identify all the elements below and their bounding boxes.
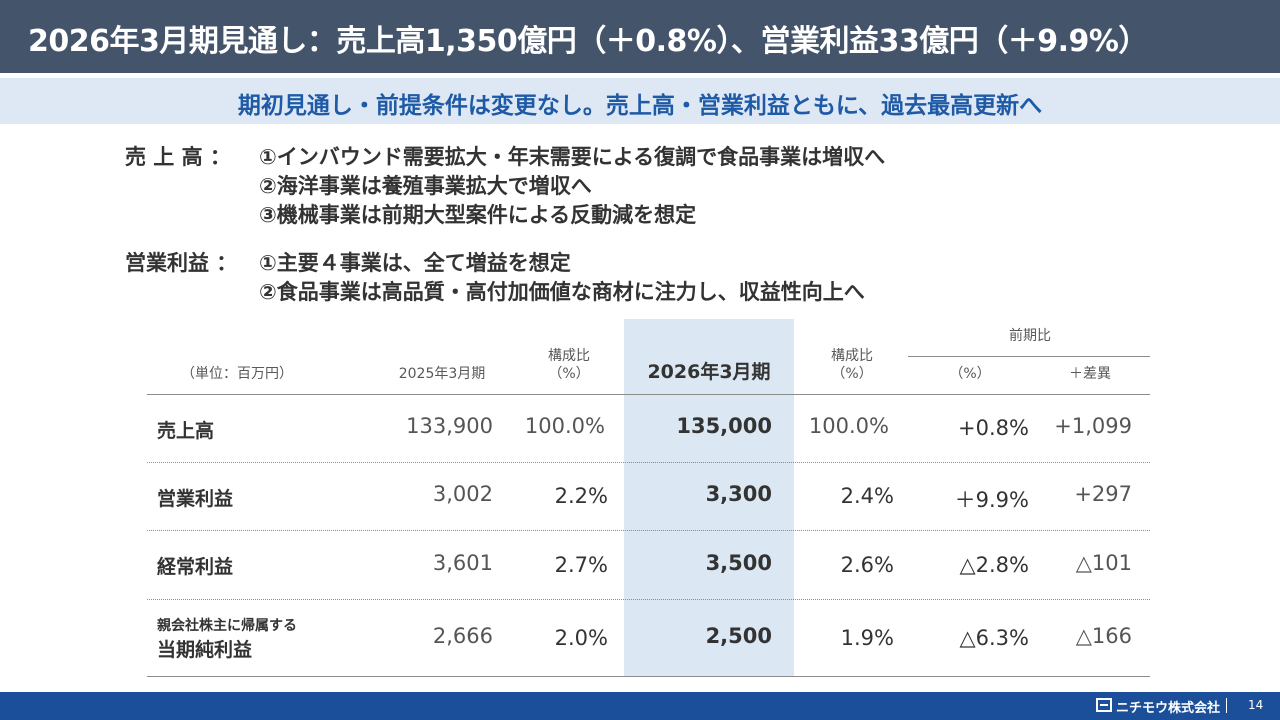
cell-ratio2: 2.4%: [840, 484, 894, 508]
col-header-diff: ＋差異: [1069, 366, 1111, 382]
subtitle-bar: 期初見通し・前提条件は変更なし。売上高・営業利益ともに、過去最高更新へ: [0, 78, 1280, 124]
cell-prev: 3,002: [432, 482, 493, 506]
table-rule: [147, 530, 1150, 531]
table-rule: [147, 394, 1150, 395]
cell-curr: 135,000: [676, 414, 772, 438]
cell-ratio1: 2.2%: [554, 484, 608, 508]
cell-ratio2: 2.6%: [840, 553, 894, 577]
sales-label: 売 上 高 ：: [125, 145, 231, 169]
row-label: 売上高: [157, 420, 215, 442]
col-header-prev: 2025年3月期: [398, 366, 486, 382]
cell-ratio1: 100.0%: [524, 414, 605, 438]
op-item: ①主要４事業は、全て増益を想定: [259, 251, 571, 275]
cell-curr: 2,500: [705, 624, 772, 648]
cell-prev: 133,900: [406, 414, 493, 438]
cell-diff: △166: [1075, 624, 1132, 648]
page-subtitle: 期初見通し・前提条件は変更なし。売上高・営業利益ともに、過去最高更新へ: [237, 93, 1043, 119]
cell-prev: 3,601: [432, 551, 493, 575]
nichimo-logo-icon: [1096, 698, 1112, 712]
row-label: 経常利益: [157, 556, 234, 578]
page-number: 14: [1248, 698, 1264, 712]
col-header-ratio2: 構成比 （%）: [831, 348, 873, 382]
col-header-pct: （%）: [949, 366, 991, 382]
sales-item: ③機械事業は前期大型案件による反動減を想定: [259, 203, 697, 227]
title-bar: 2026年3月期見通し：売上高1,350億円（＋0.8%）、営業利益33億円（＋…: [0, 0, 1280, 73]
footer-bar: ニチモウ株式会社 14: [0, 692, 1280, 720]
cell-pct: △2.8%: [959, 553, 1029, 577]
row-label-prefix: 親会社株主に帰属する: [157, 618, 297, 634]
table-rule: [147, 462, 1150, 463]
cell-ratio2: 1.9%: [840, 626, 894, 650]
cell-diff: +297: [1074, 482, 1132, 506]
op-item: ②食品事業は高品質・高付加価値な商材に注力し、収益性向上へ: [259, 280, 865, 304]
cell-curr: 3,300: [705, 482, 772, 506]
cell-prev: 2,666: [432, 624, 493, 648]
cell-pct: +0.8%: [958, 416, 1029, 440]
cell-diff: +1,099: [1054, 414, 1132, 438]
row-label: 当期純利益: [157, 639, 253, 661]
cell-ratio1: 2.0%: [554, 626, 608, 650]
footer-company: ニチモウ株式会社: [1116, 701, 1221, 716]
header-sub-divider: [908, 356, 1150, 357]
cell-ratio2: 100.0%: [808, 414, 889, 438]
row-label: 営業利益: [157, 488, 234, 510]
col-header-curr: 2026年3月期: [647, 361, 771, 383]
cell-curr: 3,500: [705, 551, 772, 575]
cell-ratio1: 2.7%: [554, 553, 608, 577]
op-label: 営業利益 ：: [125, 251, 238, 275]
cell-pct: △6.3%: [959, 626, 1029, 650]
cell-pct: ＋9.9%: [954, 488, 1029, 512]
footer-divider: [1226, 698, 1227, 713]
sales-item: ②海洋事業は養殖事業拡大で増収へ: [259, 174, 592, 198]
cell-diff: △101: [1075, 551, 1132, 575]
table-rule: [147, 599, 1150, 600]
page-title: 2026年3月期見通し：売上高1,350億円（＋0.8%）、営業利益33億円（＋…: [28, 24, 1148, 59]
sales-item: ①インバウンド需要拡大・年末需要による復調で食品事業は増収へ: [259, 145, 886, 169]
highlight-column: [624, 319, 794, 676]
col-header-yoy: 前期比: [1009, 328, 1051, 344]
table-rule: [147, 676, 1150, 677]
col-header-ratio1: 構成比 （%）: [548, 348, 590, 382]
unit-label: （単位：百万円）: [181, 366, 293, 382]
